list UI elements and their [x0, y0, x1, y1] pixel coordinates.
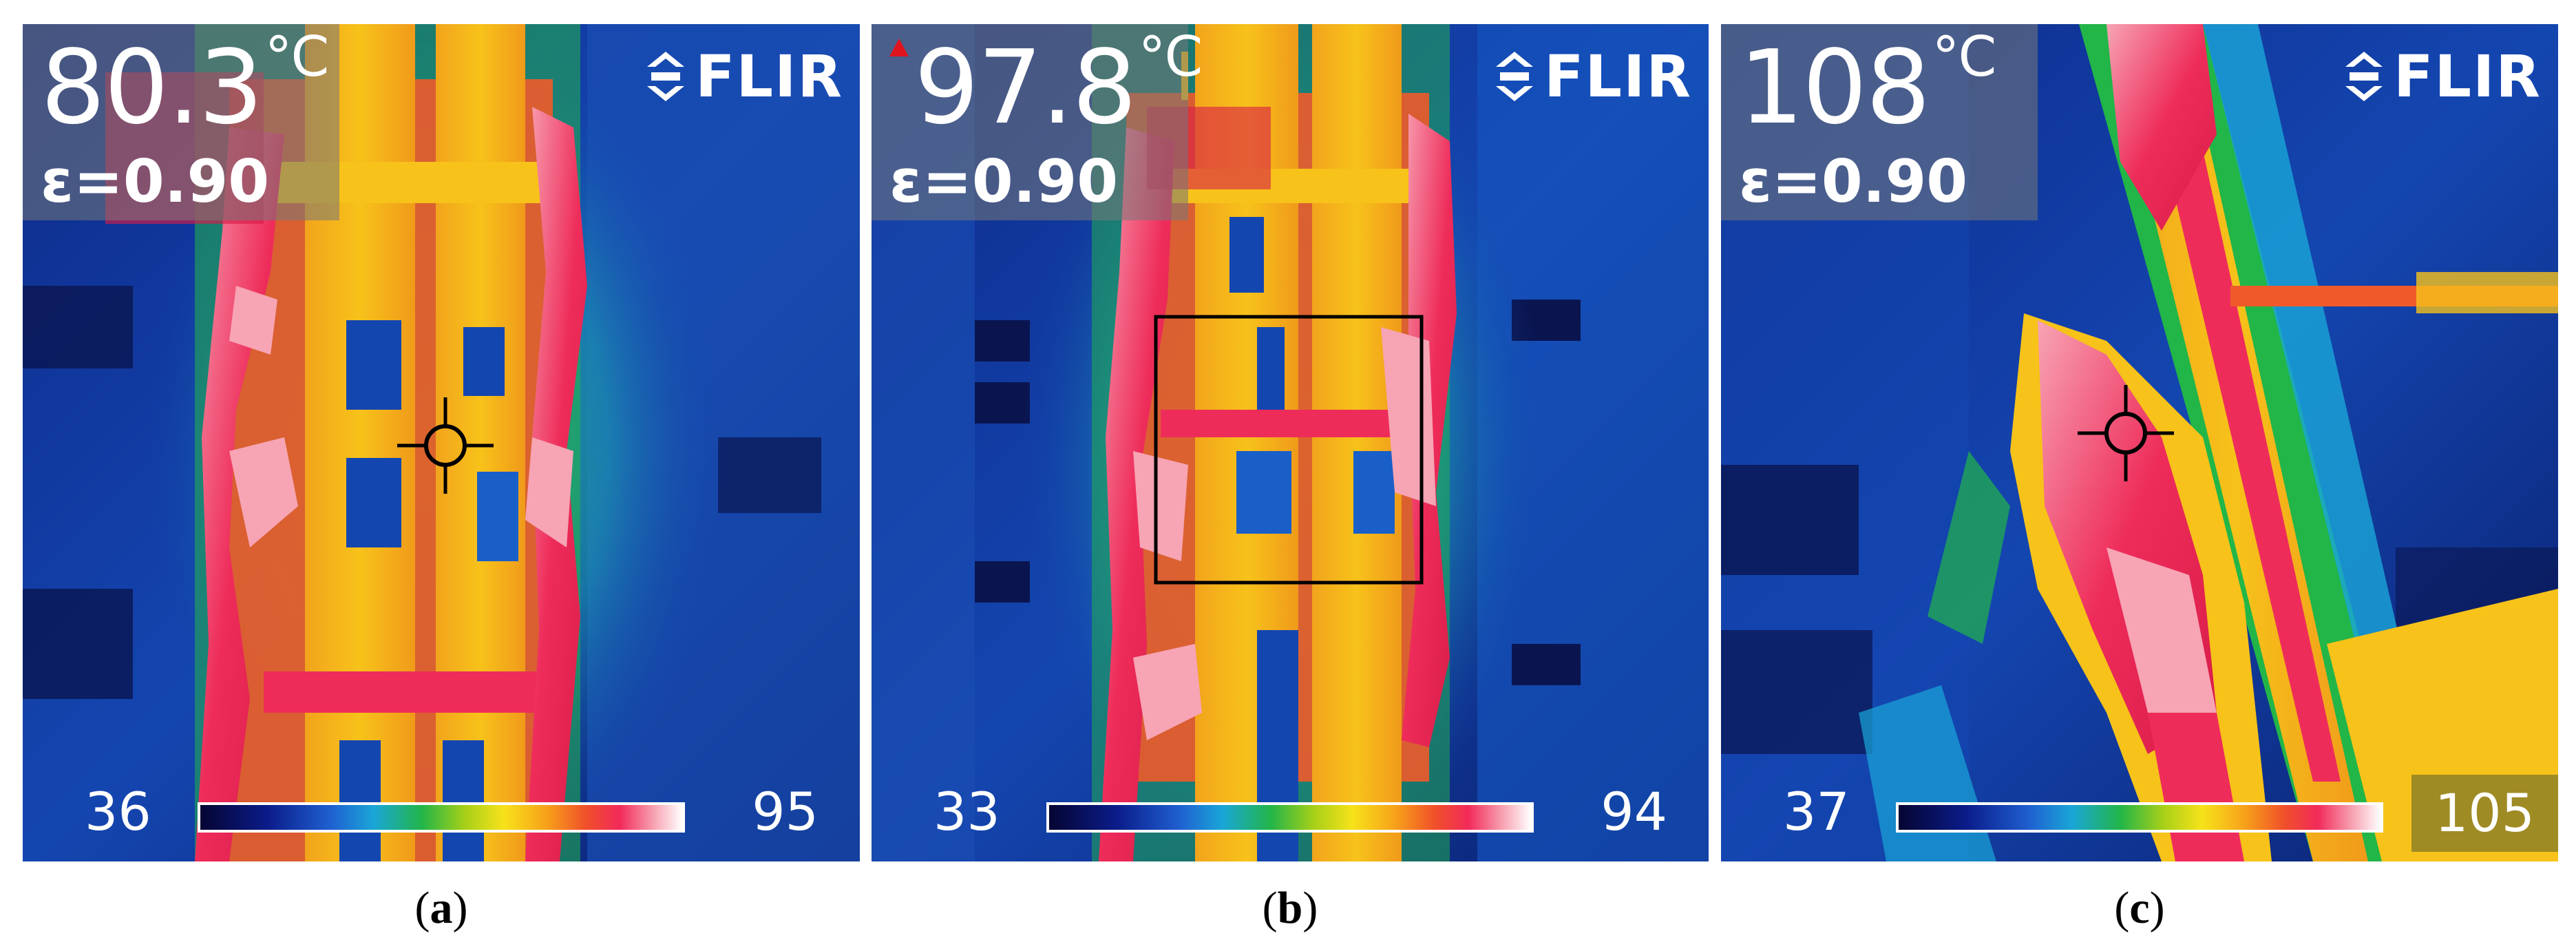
spot-temperature: 97.8°C — [889, 30, 1203, 138]
scale-min-value: 33 — [933, 781, 1000, 842]
thermal-scene-b — [872, 24, 1709, 861]
flir-diamond-icon — [1496, 52, 1534, 101]
panel-caption-a: (a) — [414, 883, 468, 933]
reading-overlay — [872, 24, 1188, 220]
reading-overlay — [1721, 24, 2038, 220]
thermal-image-b: 97.8°C ε=0.90 FLIR 33 94 — [872, 24, 1709, 861]
thermal-image-c: 108°C ε=0.90 FLIR 37 105 — [1721, 24, 2558, 861]
reading-overlay — [23, 24, 339, 220]
panel-caption-b: (b) — [1262, 883, 1318, 933]
thermal-image-a: 80.3°C ε=0.90 FLIR 36 95 — [23, 24, 860, 861]
spot-meter-crosshair-icon — [397, 397, 494, 494]
scale-min-value: 37 — [1783, 781, 1850, 842]
temperature-colorbar — [1896, 802, 2383, 833]
temperature-colorbar — [198, 802, 685, 833]
brand-logo: FLIR — [2340, 43, 2542, 110]
brand-text: FLIR — [695, 43, 843, 110]
panel-caption-c: (c) — [2114, 883, 2165, 933]
brand-logo: FLIR — [642, 43, 843, 110]
emissivity-value: ε=0.90 — [1739, 147, 1968, 216]
spot-temperature: 108°C — [1739, 25, 1996, 147]
spot-temperature: 80.3°C — [41, 25, 329, 147]
scale-max-value: 94 — [1601, 781, 1667, 842]
emissivity-value: ε=0.90 — [889, 147, 1119, 216]
alarm-triangle-icon — [889, 39, 909, 56]
brand-text: FLIR — [1544, 43, 1692, 110]
area-measurement-box-icon — [1154, 315, 1424, 585]
spot-meter-crosshair-icon — [2078, 385, 2174, 481]
temperature-colorbar — [1046, 802, 1534, 833]
flir-diamond-icon — [647, 52, 685, 101]
emissivity-value: ε=0.90 — [41, 147, 270, 216]
flir-diamond-icon — [2345, 52, 2383, 101]
brand-text: FLIR — [2394, 43, 2542, 110]
brand-logo: FLIR — [1490, 43, 1692, 110]
scale-max-value: 95 — [752, 781, 819, 842]
scale-min-value: 36 — [85, 781, 151, 842]
scale-max-value: 105 — [2411, 775, 2558, 852]
